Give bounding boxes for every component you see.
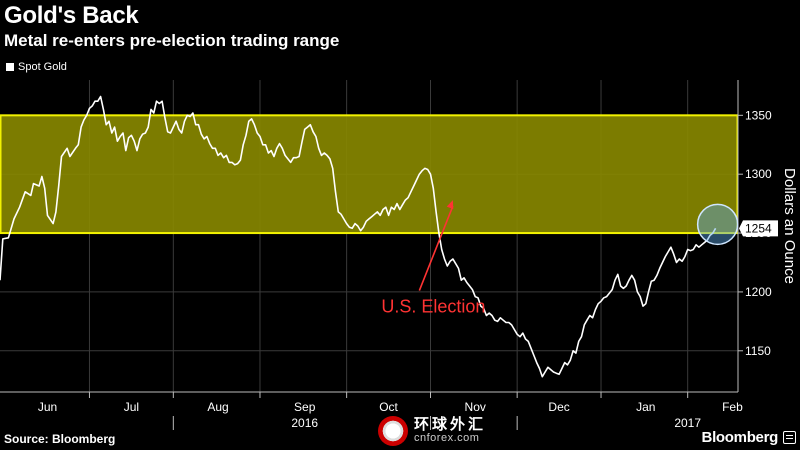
y-tick-label: 1200 xyxy=(745,285,772,299)
y-axis-label: Dollars an Ounce xyxy=(781,168,798,284)
legend-label: Spot Gold xyxy=(18,61,67,73)
bloomberg-logo: Bloomberg xyxy=(701,429,779,446)
spot-gold-line xyxy=(0,95,717,378)
x-tick-label: Sep xyxy=(294,400,316,414)
watermark-en: cnforex.com xyxy=(414,432,480,445)
annotation-label: U.S. Election xyxy=(381,297,485,317)
source-note: Source: Bloomberg xyxy=(4,432,116,446)
last-value-label: 1254 xyxy=(745,221,772,235)
watermark-cn: 环球外汇 xyxy=(414,416,487,434)
x-tick-label: Feb xyxy=(722,400,743,414)
legend: Spot Gold xyxy=(6,61,67,73)
x-tick-label: Nov xyxy=(465,400,486,414)
y-tick-label: 1350 xyxy=(745,108,772,122)
x-tick-label: Oct xyxy=(379,400,398,414)
x-tick-label: Dec xyxy=(548,400,569,414)
watermark: 环球外汇 cnforex.com xyxy=(378,416,486,446)
year-label: 2017 xyxy=(674,416,701,430)
chart-subtitle: Metal re-enters pre-election trading ran… xyxy=(4,31,340,50)
year-label: 2016 xyxy=(291,416,318,430)
highlight-circle xyxy=(696,203,739,246)
x-tick-label: Jan xyxy=(636,400,655,414)
watermark-logo-icon xyxy=(378,416,408,446)
x-tick-label: Jul xyxy=(124,400,139,414)
last-value-flag xyxy=(739,220,778,237)
legend-swatch xyxy=(6,63,14,71)
x-tick-label: Aug xyxy=(207,400,228,414)
y-tick-label: 1300 xyxy=(745,167,772,181)
annotation-arrowhead xyxy=(446,200,454,210)
annotation-arrow xyxy=(418,205,454,291)
chart-title: Gold's Back xyxy=(4,2,139,29)
x-tick-label: Jun xyxy=(38,400,57,414)
bloomberg-terminal-icon xyxy=(783,431,796,444)
y-tick-label: 1150 xyxy=(745,344,771,358)
